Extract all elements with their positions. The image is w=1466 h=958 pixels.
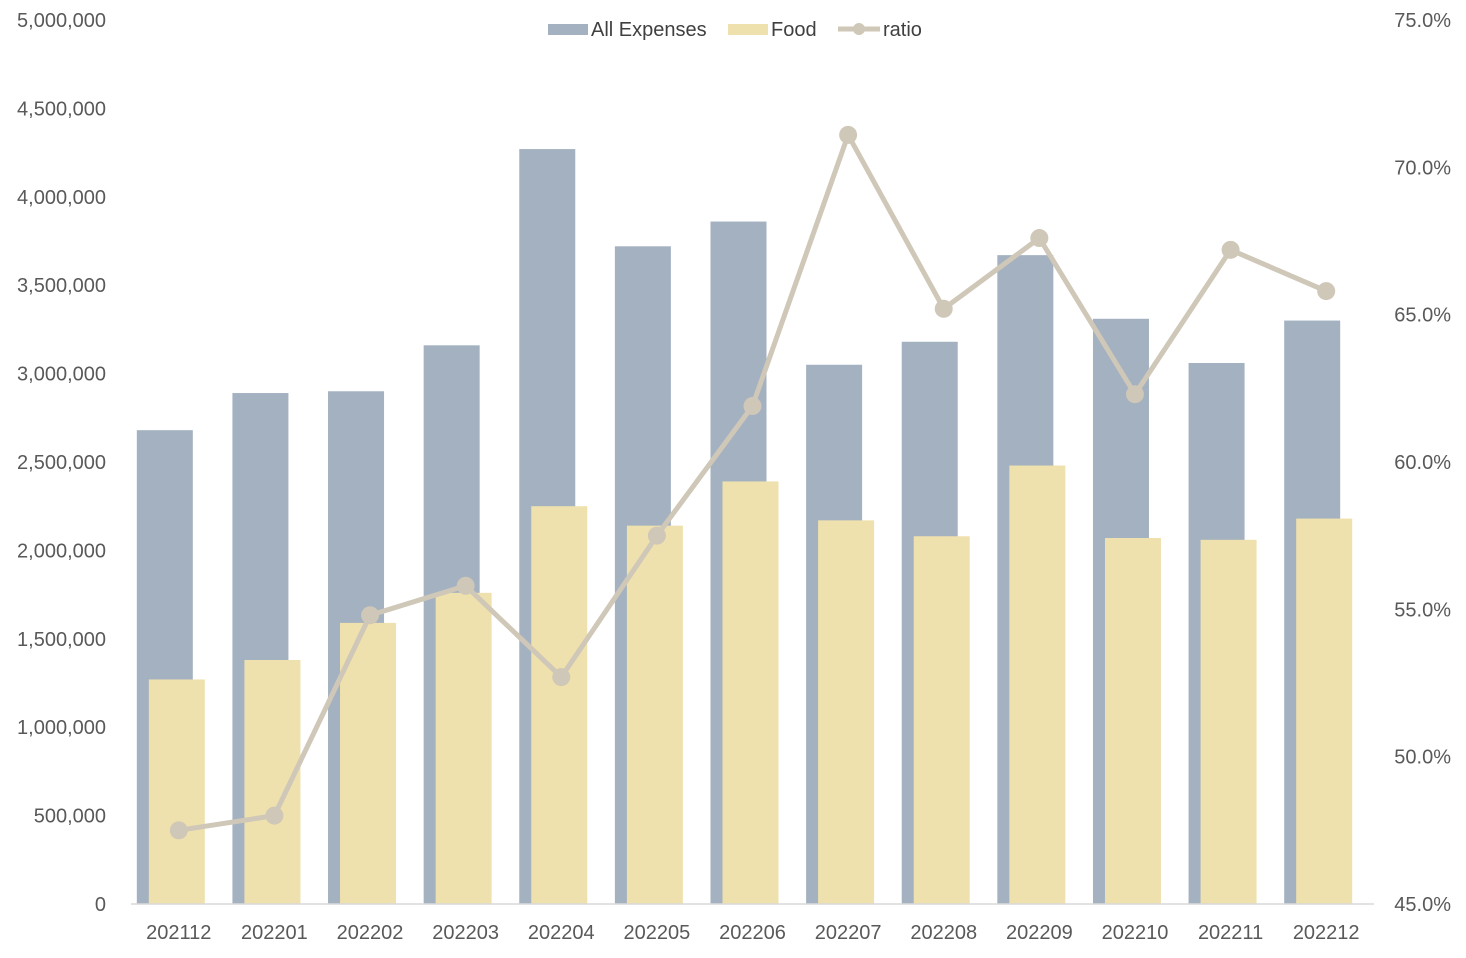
x-tick-label: 202205 xyxy=(624,922,691,944)
bar-food-202203 xyxy=(435,592,492,904)
y-left-tick-label: 3,500,000 xyxy=(17,275,106,297)
y-left-tick-label: 1,500,000 xyxy=(17,629,106,651)
bar-food-202206 xyxy=(722,481,779,904)
y-right-tick-label: 75.0% xyxy=(1394,10,1451,32)
ratio-point-202211 xyxy=(1221,240,1240,259)
ratio-point-202208 xyxy=(934,299,953,318)
y-left-tick-label: 500,000 xyxy=(34,806,106,828)
bar-food-202211 xyxy=(1200,539,1257,904)
x-tick-label: 202203 xyxy=(432,922,499,944)
y-left-tick-label: 1,000,000 xyxy=(17,717,106,739)
legend-swatch-all-expenses xyxy=(548,24,588,35)
x-tick-label: 202208 xyxy=(910,922,977,944)
bars-layer xyxy=(136,149,1353,905)
ratio-point-202205 xyxy=(647,526,666,545)
ratio-point-202203 xyxy=(456,576,475,595)
y-right-tick-label: 55.0% xyxy=(1394,599,1451,621)
y-right-tick-label: 70.0% xyxy=(1394,157,1451,179)
y-left-tick-label: 2,500,000 xyxy=(17,452,106,474)
x-tick-label: 202204 xyxy=(528,922,595,944)
legend-label-all-expenses: All Expenses xyxy=(591,19,707,41)
ratio-point-202202 xyxy=(361,606,380,625)
bar-food-202205 xyxy=(626,525,683,904)
y-left-tick-label: 3,000,000 xyxy=(17,364,106,386)
y-right-tick-label: 65.0% xyxy=(1394,305,1451,327)
legend-label-food: Food xyxy=(771,19,817,41)
ratio-point-202201 xyxy=(265,806,284,825)
x-axis: 202112 202201 202202 202203 202204 202205 2022… xyxy=(146,922,1359,944)
x-tick-label: 202210 xyxy=(1102,922,1169,944)
x-tick-label: 202207 xyxy=(815,922,882,944)
y-axis-left: 0 500,000 1,000,000 1,500,000 2,000,000 2,500… xyxy=(17,10,106,916)
ratio-line-layer xyxy=(169,125,1336,840)
bar-food-202208 xyxy=(913,536,970,904)
x-tick-label: 202206 xyxy=(719,922,786,944)
bar-food-202210 xyxy=(1104,538,1161,904)
legend: All Expenses Food ratio xyxy=(548,19,922,41)
legend-label-ratio: ratio xyxy=(883,19,922,41)
x-tick-label: 202202 xyxy=(337,922,404,944)
y-left-tick-label: 5,000,000 xyxy=(17,10,106,32)
ratio-point-202112 xyxy=(169,821,188,840)
x-tick-label: 202212 xyxy=(1293,922,1360,944)
x-tick-label: 202211 xyxy=(1198,922,1263,944)
bar-food-202212 xyxy=(1296,518,1353,904)
y-right-tick-label: 60.0% xyxy=(1394,452,1451,474)
bar-food-202209 xyxy=(1009,465,1066,904)
y-right-tick-label: 50.0% xyxy=(1394,747,1451,769)
y-axis-right: 45.0% 50.0% 55.0% 60.0% 65.0% 70.0% 75.0% xyxy=(1394,10,1451,916)
y-right-tick-label: 45.0% xyxy=(1394,894,1451,916)
bar-food-202202 xyxy=(340,622,397,904)
bar-food-202204 xyxy=(531,506,588,904)
y-left-tick-label: 2,000,000 xyxy=(17,540,106,562)
ratio-point-202204 xyxy=(552,668,571,687)
legend-swatch-food xyxy=(728,24,768,35)
y-left-tick-label: 4,000,000 xyxy=(17,187,106,209)
ratio-point-202207 xyxy=(839,125,858,144)
ratio-point-202206 xyxy=(743,397,762,416)
x-tick-label: 202209 xyxy=(1006,922,1073,944)
x-tick-label: 202112 xyxy=(146,922,211,944)
bar-food-202207 xyxy=(818,520,875,904)
ratio-point-202212 xyxy=(1317,282,1336,301)
bar-food-202112 xyxy=(148,679,205,904)
legend-swatch-ratio-marker xyxy=(853,23,865,35)
y-left-tick-label: 0 xyxy=(95,894,106,916)
ratio-point-202209 xyxy=(1030,229,1049,248)
y-left-tick-label: 4,500,000 xyxy=(17,98,106,120)
x-tick-label: 202201 xyxy=(241,922,308,944)
ratio-point-202210 xyxy=(1125,385,1144,404)
